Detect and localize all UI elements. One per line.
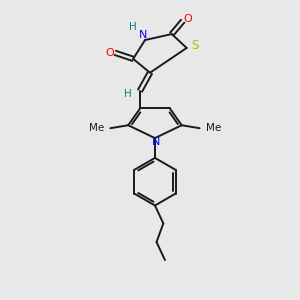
Text: O: O <box>105 48 114 58</box>
Text: H: H <box>124 88 132 98</box>
Text: H: H <box>129 22 137 32</box>
Text: O: O <box>183 14 192 24</box>
Text: Me: Me <box>206 123 221 133</box>
Text: N: N <box>139 30 147 40</box>
Text: S: S <box>191 40 198 52</box>
Text: N: N <box>152 137 160 147</box>
Text: Me: Me <box>89 123 104 133</box>
